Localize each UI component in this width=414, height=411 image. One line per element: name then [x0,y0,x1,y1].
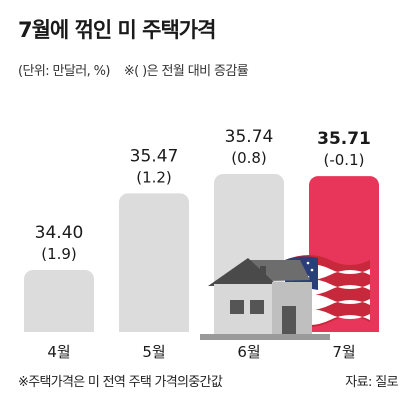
unit-line: (단위: 만달러, %) ※( )은 전월 대비 증감률 [18,60,249,79]
source-note: 자료: 질로 [345,375,398,390]
change-label-4: (-0.1) [324,151,365,169]
category-label-1: 4월 [47,343,70,361]
category-label-3: 6월 [237,343,260,361]
value-label-1: 34.40 [35,223,84,243]
house-flag-illustration [200,255,370,340]
value-label-4: 35.71 [317,129,371,149]
chart-title: 7월에 꺾인 미 주택가격 [18,18,216,42]
bar-1 [24,270,94,340]
change-label-1: (1.9) [41,245,77,263]
change-label-2: (1.2) [136,168,172,186]
footnote: ※주택가격은 미 전역 주택 가격의중간값 [18,375,223,390]
category-label-2: 5월 [142,343,165,361]
change-label-3: (0.8) [231,149,267,167]
house-icon [200,258,330,340]
category-label-4: 7월 [332,343,355,361]
change-note: ※( )은 전월 대비 증감률 [123,64,249,79]
bar-2 [119,193,189,340]
unit-note: (단위: 만달러, %) [18,64,110,79]
value-label-3: 35.74 [225,127,274,147]
value-label-2: 35.47 [130,146,179,166]
